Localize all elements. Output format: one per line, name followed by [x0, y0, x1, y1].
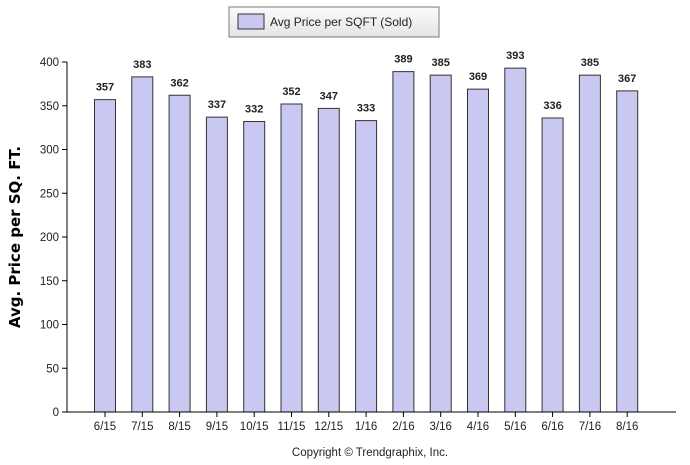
copyright-text: Copyright © Trendgraphix, Inc.: [292, 447, 448, 459]
data-label: 389: [394, 54, 412, 66]
y-tick-label: 100: [40, 320, 59, 332]
x-tick-label: 3/16: [430, 421, 452, 433]
y-tick-label: 0: [53, 407, 59, 419]
bar-series: 357 383 362 337 332 352 347 333 389 385 369 393 336 3…: [94, 50, 639, 413]
data-label: 347: [320, 90, 338, 102]
bar: [616, 90, 639, 413]
bar: [205, 116, 228, 413]
y-tick-label: 250: [40, 188, 59, 200]
data-label: 383: [133, 59, 151, 71]
bar: [317, 107, 340, 413]
bar: [429, 74, 452, 413]
bar: [578, 74, 601, 413]
bar: [355, 120, 378, 413]
x-tick-label: 6/16: [541, 421, 563, 433]
data-label: 336: [543, 100, 561, 112]
x-tick-label: 4/16: [467, 421, 489, 433]
x-tick-label: 10/15: [240, 421, 269, 433]
y-tick-label: 150: [40, 276, 59, 288]
x-tick-label: 5/16: [504, 421, 526, 433]
bar: [131, 76, 154, 413]
x-tick-label: 7/15: [131, 421, 153, 433]
bar: [541, 117, 564, 413]
bar: [467, 88, 489, 413]
data-label: 337: [208, 99, 226, 111]
data-label: 385: [581, 57, 599, 69]
data-label: 333: [357, 103, 375, 115]
data-label: 385: [432, 57, 450, 69]
data-label: 332: [245, 104, 263, 116]
y-tick-label: 400: [40, 57, 59, 69]
legend: Avg Price per SQFT (Sold): [228, 6, 440, 38]
data-label: 352: [282, 86, 300, 98]
bar: [280, 103, 303, 413]
y-axis-label: Avg. Price per SQ. FT.: [6, 146, 24, 328]
x-tick-label: 6/15: [94, 421, 116, 433]
y-tick-label: 200: [40, 232, 59, 244]
x-tick-label: 9/15: [206, 421, 228, 433]
x-tick-label: 8/16: [616, 421, 638, 433]
data-label: 362: [170, 77, 188, 89]
x-axis-ticks: 6/15 7/15 8/15 9/15 10/15 11/15 12/15 1/16 2/16 3…: [94, 412, 638, 433]
bar: [392, 71, 415, 413]
y-axis-ticks: 0 50 100 150 200 250 300 350 400: [40, 57, 67, 419]
x-tick-label: 2/16: [392, 421, 414, 433]
data-label: 357: [96, 82, 114, 94]
data-label: 369: [469, 71, 487, 83]
data-label: 393: [506, 50, 524, 62]
bar: [243, 121, 266, 413]
x-tick-label: 12/15: [314, 421, 343, 433]
bar: [94, 99, 116, 413]
y-tick-label: 300: [40, 145, 59, 157]
bar: [504, 67, 527, 413]
legend-label: Avg Price per SQFT (Sold): [270, 15, 412, 29]
x-tick-label: 8/15: [168, 421, 190, 433]
y-tick-label: 50: [46, 363, 59, 375]
x-tick-label: 11/15: [278, 421, 306, 433]
x-tick-label: 1/16: [355, 421, 377, 433]
bar: [168, 94, 191, 413]
data-label: 367: [618, 73, 636, 85]
x-tick-label: 7/16: [579, 421, 601, 433]
legend-swatch: [237, 13, 265, 30]
y-tick-label: 350: [40, 101, 59, 113]
